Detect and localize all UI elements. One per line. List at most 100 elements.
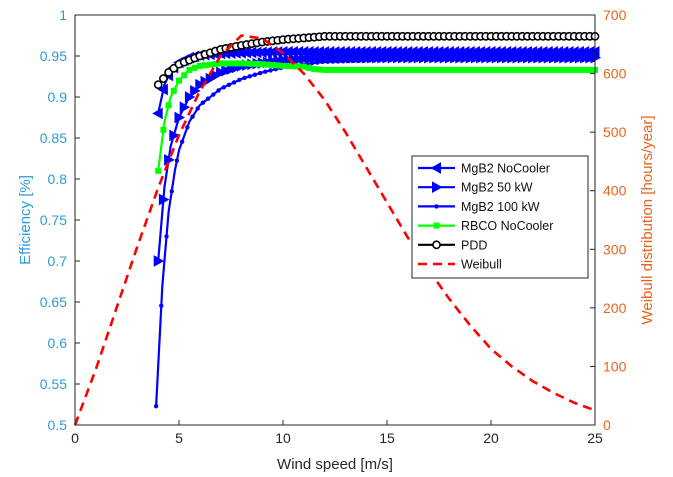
marker-dot [403, 57, 408, 63]
marker-square [243, 60, 250, 67]
marker-square [503, 66, 510, 73]
marker-square [446, 66, 453, 73]
marker-square [181, 72, 188, 79]
marker-dot [445, 57, 450, 63]
marker-square [300, 63, 307, 70]
marker-dot [309, 61, 315, 66]
marker-dot [517, 57, 523, 63]
marker-square [363, 66, 370, 73]
marker-square [259, 61, 266, 68]
marker-dot [216, 88, 221, 93]
x-axis: 0 5 10 15 20 25 [71, 420, 603, 446]
legend-label: RBCO NoCooler [461, 219, 553, 233]
marker-triangle-right [278, 54, 290, 66]
series-rbco-nocooler [155, 60, 598, 174]
y-left-tick-label: 0.5 [48, 417, 68, 433]
marker-triangle-right [216, 66, 227, 79]
marker-dot [460, 57, 466, 63]
marker-dot [393, 57, 398, 63]
marker-dot [507, 57, 512, 63]
legend-box [411, 155, 589, 279]
series-weibull [73, 34, 596, 426]
y-left-tick-label: 0.9 [48, 89, 68, 105]
marker-dot [408, 57, 414, 63]
marker-dot [419, 57, 424, 63]
marker-dot [252, 72, 258, 77]
series-line [73, 34, 596, 426]
y-right-axis-label: Weibull distribution [hours/year] [639, 116, 656, 325]
marker-dot [585, 57, 590, 63]
marker-circle [153, 80, 163, 90]
marker-square [566, 66, 572, 73]
marker-dot [554, 57, 559, 63]
marker-dot [179, 139, 185, 144]
marker-triangle-right [221, 64, 232, 77]
marker-dot [387, 57, 393, 63]
marker-dot [564, 57, 570, 63]
marker-dot [185, 125, 190, 130]
marker-dot [471, 57, 476, 63]
marker-dot [398, 57, 403, 63]
marker-square [456, 66, 463, 73]
marker-triangle-right [294, 53, 305, 66]
marker-square [529, 66, 536, 73]
marker-square [332, 66, 338, 73]
legend-label: PDD [461, 238, 487, 252]
y-right-tick-label: 100 [603, 358, 627, 374]
marker-triangle-right [309, 52, 321, 65]
x-tick-label: 5 [175, 430, 183, 446]
marker-dot [377, 58, 382, 63]
marker-square [493, 66, 500, 73]
marker-triangle-right [184, 91, 196, 103]
y-left-tick-label: 0.8 [48, 171, 68, 187]
marker-triangle-right [190, 85, 201, 97]
marker-dot [341, 59, 346, 64]
marker-dot [434, 57, 440, 63]
y-right-tick-label: 200 [603, 300, 627, 316]
x-tick-label: 15 [379, 430, 395, 446]
marker-square [186, 66, 193, 73]
marker-square [534, 66, 541, 73]
marker-dot [559, 57, 564, 63]
series-pdd [153, 31, 600, 90]
marker-dot [523, 57, 528, 63]
y-left-tick-label: 0.95 [40, 48, 67, 64]
marker-dot [575, 57, 580, 63]
marker-dot [590, 57, 596, 63]
marker-square [176, 77, 182, 84]
marker-dot [211, 92, 216, 97]
marker-square [415, 66, 422, 73]
y-right-tick-label: 700 [603, 7, 627, 23]
marker-square [321, 66, 328, 73]
marker-dot [237, 77, 242, 83]
x-tick-label: 25 [587, 430, 603, 446]
marker-triangle-right [179, 101, 191, 114]
marker-square [212, 60, 219, 67]
marker-dot [356, 58, 362, 64]
marker-triangle-right [195, 78, 206, 91]
marker-square [430, 66, 437, 73]
marker-dot [335, 59, 341, 64]
marker-dot [367, 58, 372, 63]
marker-square [233, 60, 240, 67]
marker-triangle-left [157, 83, 168, 96]
series-mgb2-100-kw [153, 57, 596, 409]
marker-dot [465, 57, 471, 63]
marker-dot [424, 57, 429, 63]
marker-dot [169, 189, 174, 194]
marker-dot [491, 57, 497, 63]
marker-square [467, 66, 474, 73]
marker-square [248, 60, 255, 67]
marker-square [545, 66, 552, 73]
marker-dot [533, 57, 538, 63]
marker-dot [361, 58, 367, 63]
marker-square [295, 63, 302, 70]
y-right-tick-label: 400 [603, 183, 627, 199]
marker-square [337, 66, 344, 73]
marker-square [352, 66, 359, 73]
y-left-axis: 0.5 0.55 0.6 0.65 0.7 0.75 0.8 0.85 0.9 0.95 1 [40, 7, 80, 433]
marker-dot [481, 57, 486, 63]
marker-square [498, 66, 505, 73]
marker-dot [325, 59, 330, 64]
marker-triangle-right [210, 69, 222, 82]
